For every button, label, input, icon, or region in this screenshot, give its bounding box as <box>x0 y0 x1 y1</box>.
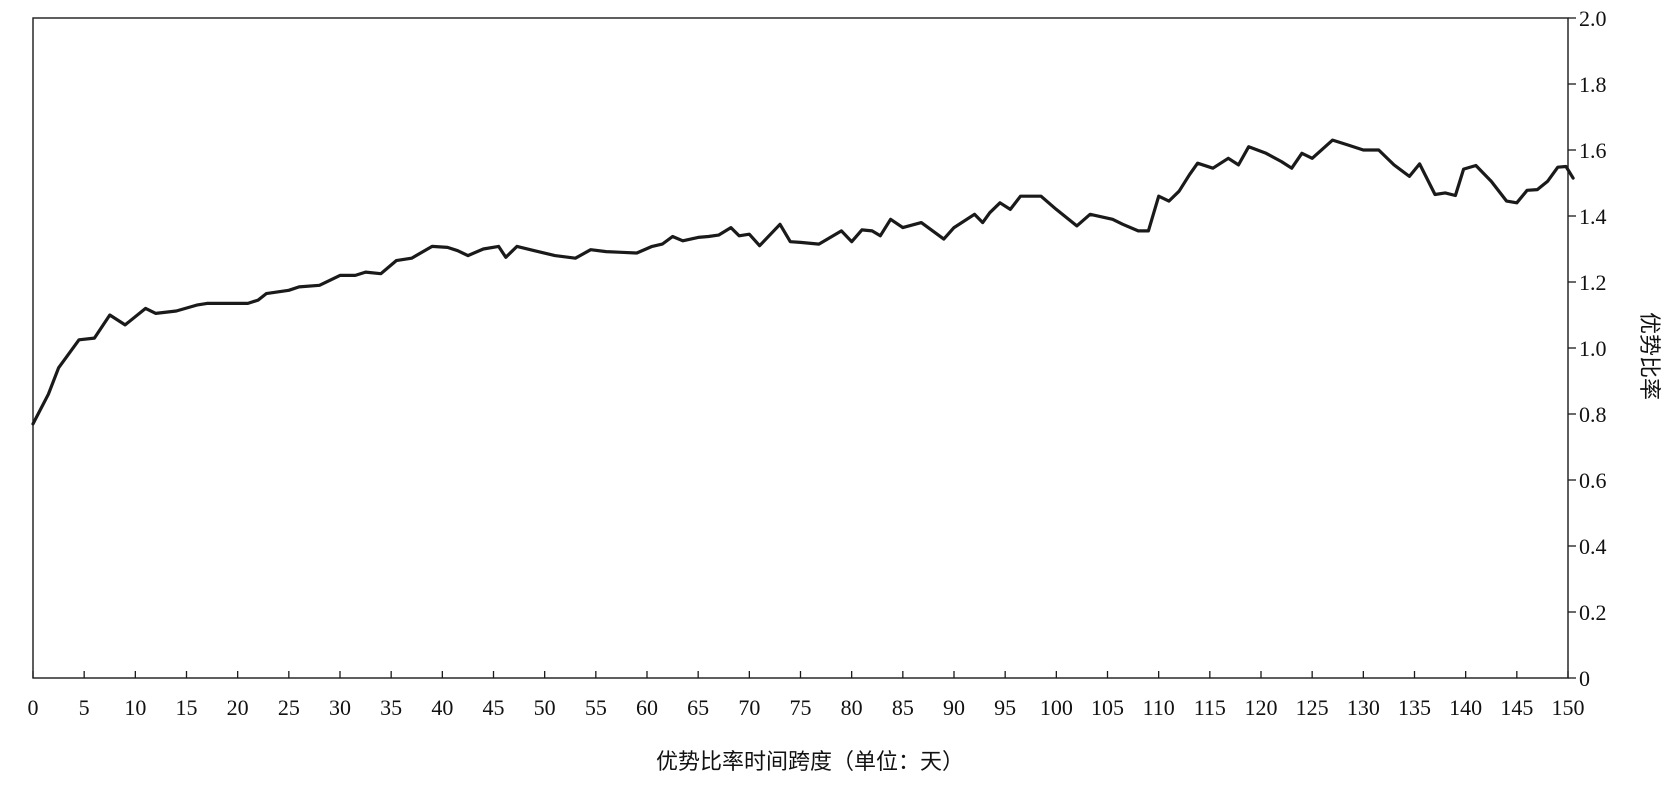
y-tick-label: 1.6 <box>1579 138 1607 163</box>
x-tick-label: 35 <box>380 695 402 720</box>
x-tick-label: 130 <box>1347 695 1380 720</box>
x-tick-label: 135 <box>1398 695 1431 720</box>
y-tick-label: 1.2 <box>1579 270 1607 295</box>
x-tick-label: 110 <box>1143 695 1175 720</box>
y-tick-label: 0.6 <box>1579 468 1607 493</box>
x-tick-label: 0 <box>28 695 39 720</box>
y-tick-label: 1.0 <box>1579 336 1607 361</box>
y-tick-label: 2.0 <box>1579 6 1607 31</box>
y-tick-label: 0.8 <box>1579 402 1607 427</box>
x-tick-label: 50 <box>534 695 556 720</box>
x-tick-label: 80 <box>841 695 863 720</box>
x-tick-label: 5 <box>79 695 90 720</box>
x-tick-label: 75 <box>790 695 812 720</box>
x-tick-label: 90 <box>943 695 965 720</box>
x-tick-label: 140 <box>1449 695 1482 720</box>
y-tick-label: 0.2 <box>1579 600 1607 625</box>
x-tick-label: 10 <box>124 695 146 720</box>
x-tick-label: 45 <box>483 695 505 720</box>
series-line-0 <box>31 138 1575 426</box>
x-axis: 0 5 10 15 20 25 30 35 40 45 50 55 60 65 70 75 80 85 90 95 10… <box>28 671 1585 720</box>
x-tick-label: 150 <box>1552 695 1585 720</box>
x-tick-label: 20 <box>227 695 249 720</box>
y-axis-title: 优势比率 <box>1636 312 1661 400</box>
x-tick-label: 100 <box>1040 695 1073 720</box>
y-tick-label: 1.4 <box>1579 204 1607 229</box>
y-tick-label: 0.4 <box>1579 534 1607 559</box>
x-tick-label: 145 <box>1500 695 1533 720</box>
x-tick-label: 115 <box>1194 695 1226 720</box>
x-tick-label: 15 <box>176 695 198 720</box>
x-tick-label: 70 <box>738 695 760 720</box>
plot-area-frame <box>32 17 1569 679</box>
x-tick-label: 60 <box>636 695 658 720</box>
y-tick-label: 1.8 <box>1579 72 1607 97</box>
x-tick-label: 105 <box>1091 695 1124 720</box>
x-tick-label: 55 <box>585 695 607 720</box>
x-axis-title: 优势比率时间跨度（单位：天） <box>656 750 964 775</box>
x-tick-label: 95 <box>994 695 1016 720</box>
series-layer <box>31 138 1575 426</box>
x-tick-label: 30 <box>329 695 351 720</box>
x-tick-label: 120 <box>1245 695 1278 720</box>
x-tick-label: 85 <box>892 695 914 720</box>
y-axis: 0 0.2 0.4 0.6 0.8 1.0 1.2 1.4 1.6 1.8 2.0 <box>1568 6 1607 691</box>
x-tick-label: 65 <box>687 695 709 720</box>
x-tick-label: 40 <box>431 695 453 720</box>
y-tick-label: 0 <box>1579 666 1590 691</box>
x-tick-label: 25 <box>278 695 300 720</box>
x-tick-label: 125 <box>1296 695 1329 720</box>
